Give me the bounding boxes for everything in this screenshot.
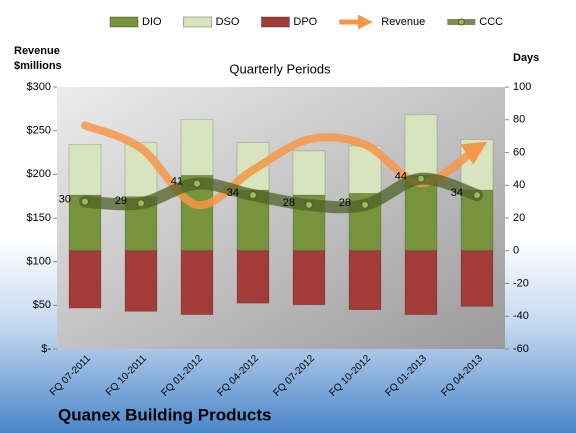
data-label: 29 xyxy=(115,195,127,207)
bar xyxy=(180,119,214,176)
ccc-marker xyxy=(361,200,369,209)
ccc-marker xyxy=(81,197,89,206)
data-label: 28 xyxy=(283,197,295,209)
y2-tick-label: 40 xyxy=(513,179,525,191)
legend-label: CCC xyxy=(479,16,503,28)
legend-swatch xyxy=(109,16,139,28)
ccc-marker xyxy=(417,174,425,183)
plot-area xyxy=(57,87,505,349)
ccc-marker xyxy=(305,200,313,209)
legend-label: DPO xyxy=(293,16,317,28)
y-tick-label: $150 xyxy=(27,212,51,224)
y2-tick-label: 60 xyxy=(513,146,525,158)
data-label: 34 xyxy=(451,187,463,199)
ccc-marker xyxy=(249,191,257,200)
data-label: 28 xyxy=(339,197,351,209)
bar xyxy=(68,250,102,309)
y-tick-label: $100 xyxy=(27,256,51,268)
bar xyxy=(404,114,438,176)
y2-tick-label: 20 xyxy=(513,212,525,224)
legend-label: DIO xyxy=(142,16,162,28)
bar xyxy=(292,250,326,306)
ccc-marker xyxy=(193,179,201,188)
legend-label: Revenue xyxy=(381,16,425,28)
y2-tick-label: 80 xyxy=(513,114,525,126)
bar xyxy=(68,144,102,196)
bar xyxy=(236,250,270,304)
legend-swatch xyxy=(457,18,465,26)
x-tick-label: FQ 01-2012 xyxy=(159,353,205,399)
y-tick-label: $50 xyxy=(33,299,51,311)
y2-tick-label: 0 xyxy=(513,245,519,257)
y-tick-label: $250 xyxy=(27,125,51,137)
x-tick-label: FQ 04-2012 xyxy=(215,353,261,399)
bar xyxy=(124,250,158,312)
y2-tick-label: -60 xyxy=(513,343,529,355)
ccc-marker xyxy=(473,191,481,200)
x-tick-label: FQ 07-2011 xyxy=(48,353,93,398)
legend-swatch xyxy=(260,16,290,28)
data-label: 34 xyxy=(227,187,239,199)
x-tick-label: FQ 10-2011 xyxy=(104,353,149,398)
data-label: 44 xyxy=(395,171,407,183)
bar xyxy=(460,250,494,307)
x-tick-label: FQ 04-2013 xyxy=(439,353,485,399)
legend-label: DSO xyxy=(216,16,240,28)
x-tick-label: FQ 10-2012 xyxy=(327,353,373,399)
y-tick-label: $- xyxy=(41,343,51,355)
x-tick-label: FQ 07-2012 xyxy=(271,353,317,399)
y-tick-label: $200 xyxy=(27,168,51,180)
bar xyxy=(348,250,382,311)
bar xyxy=(292,150,326,196)
legend-swatch xyxy=(183,16,213,28)
y2-tick-label: -40 xyxy=(513,310,529,322)
chart-title: Quarterly Periods xyxy=(229,61,331,76)
y2-tick-label: 100 xyxy=(513,81,531,93)
ccc-glow xyxy=(79,172,483,214)
bar xyxy=(180,250,214,315)
y2-tick-label: -20 xyxy=(513,277,529,289)
ccc-marker xyxy=(137,199,145,208)
bar xyxy=(404,250,438,315)
data-label: 30 xyxy=(59,194,71,206)
y-tick-label: $300 xyxy=(27,81,51,93)
footer: Quanex Building Products xyxy=(58,405,271,424)
y2-axis-label: Days xyxy=(513,52,539,64)
data-label: 41 xyxy=(171,176,183,188)
y-axis-label: Revenue $millions xyxy=(14,45,62,72)
x-tick-label: FQ 01-2013 xyxy=(383,353,429,399)
